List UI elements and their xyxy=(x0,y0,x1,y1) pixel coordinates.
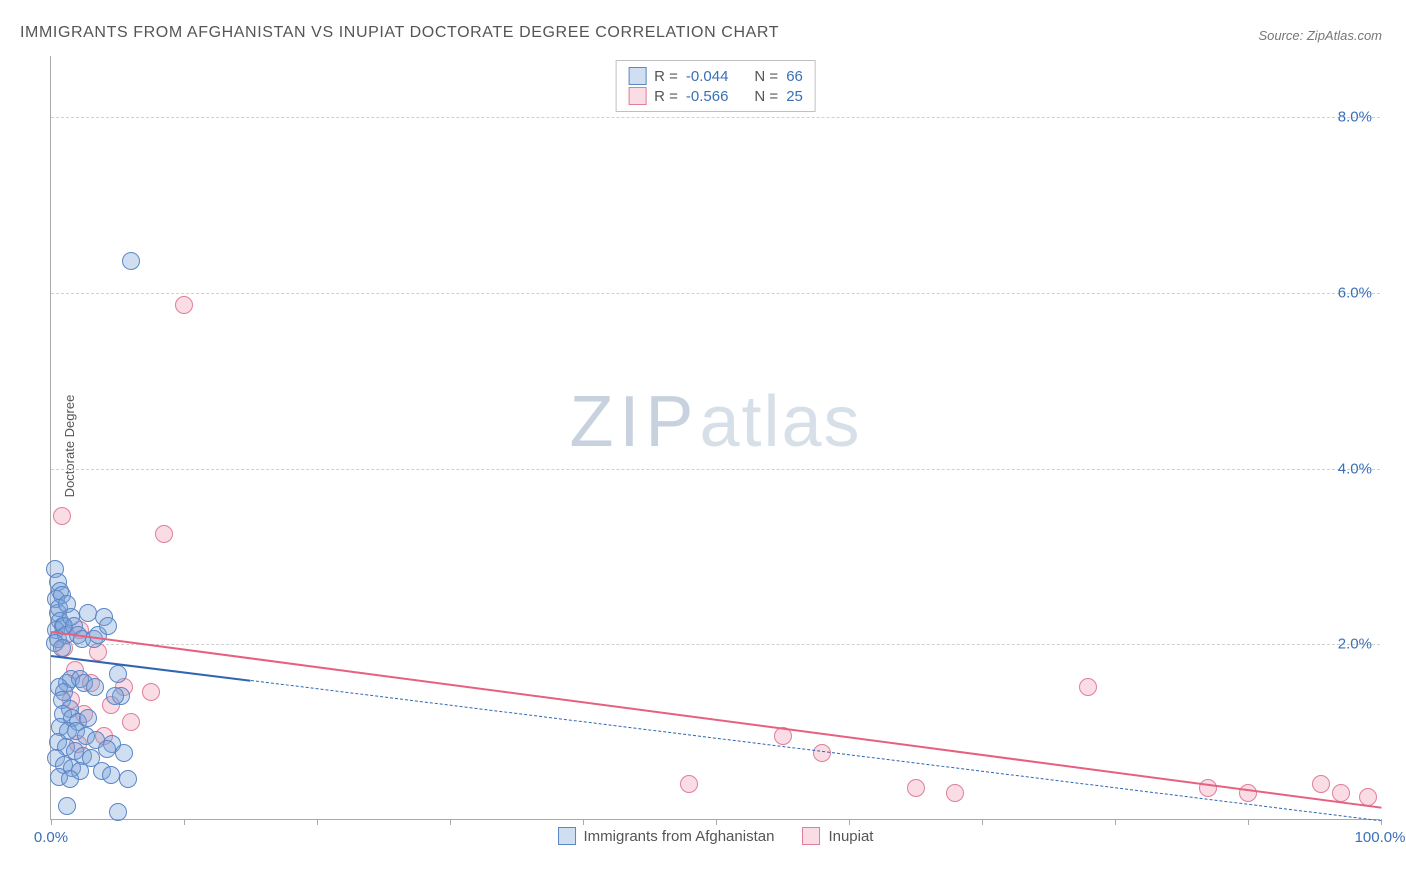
scatter-point xyxy=(115,744,133,762)
y-tick-label: 4.0% xyxy=(1338,460,1372,477)
r-value: -0.044 xyxy=(686,68,729,85)
scatter-point xyxy=(175,296,193,314)
correlation-legend: R = -0.044 N = 66 R = -0.566 N = 25 xyxy=(615,60,816,112)
gridline xyxy=(51,117,1380,118)
n-label: N = xyxy=(754,68,778,85)
legend-item-series1: Immigrants from Afghanistan xyxy=(558,827,775,845)
scatter-point xyxy=(109,803,127,821)
scatter-point xyxy=(155,525,173,543)
trend-line xyxy=(250,680,1381,821)
trend-line xyxy=(51,631,1381,809)
scatter-point xyxy=(122,713,140,731)
x-tick xyxy=(1115,819,1116,825)
scatter-point xyxy=(142,683,160,701)
scatter-point xyxy=(99,617,117,635)
r-value: -0.566 xyxy=(686,88,729,105)
n-value: 66 xyxy=(786,68,803,85)
scatter-point xyxy=(813,744,831,762)
scatter-point xyxy=(53,639,71,657)
x-tick xyxy=(1248,819,1249,825)
legend-label: Inupiat xyxy=(828,828,873,845)
y-tick-label: 8.0% xyxy=(1338,109,1372,126)
plot-area: ZIPatlas R = -0.044 N = 66 R = -0.566 N … xyxy=(50,56,1380,820)
x-tick xyxy=(450,819,451,825)
gridline xyxy=(51,644,1380,645)
swatch-icon xyxy=(628,87,646,105)
x-axis-max-label: 100.0% xyxy=(1355,829,1406,846)
scatter-point xyxy=(109,665,127,683)
y-tick-label: 2.0% xyxy=(1338,636,1372,653)
scatter-point xyxy=(58,797,76,815)
n-value: 25 xyxy=(786,88,803,105)
scatter-point xyxy=(1199,779,1217,797)
scatter-point xyxy=(907,779,925,797)
legend-item-series2: Inupiat xyxy=(802,827,873,845)
chart-title: IMMIGRANTS FROM AFGHANISTAN VS INUPIAT D… xyxy=(20,24,779,42)
x-tick xyxy=(716,819,717,825)
scatter-point xyxy=(106,687,124,705)
r-label: R = xyxy=(654,68,678,85)
y-tick-label: 6.0% xyxy=(1338,285,1372,302)
watermark-text: ZIPatlas xyxy=(569,381,861,463)
series-legend: Immigrants from Afghanistan Inupiat xyxy=(558,827,874,845)
scatter-point xyxy=(61,770,79,788)
scatter-point xyxy=(86,678,104,696)
r-label: R = xyxy=(654,88,678,105)
scatter-point xyxy=(122,252,140,270)
scatter-point xyxy=(98,740,116,758)
gridline xyxy=(51,293,1380,294)
swatch-icon xyxy=(558,827,576,845)
scatter-point xyxy=(119,770,137,788)
x-tick xyxy=(982,819,983,825)
x-axis-min-label: 0.0% xyxy=(34,829,68,846)
scatter-point xyxy=(946,784,964,802)
scatter-point xyxy=(680,775,698,793)
correlation-row-series2: R = -0.566 N = 25 xyxy=(628,87,803,105)
scatter-point xyxy=(1332,784,1350,802)
swatch-icon xyxy=(802,827,820,845)
legend-label: Immigrants from Afghanistan xyxy=(584,828,775,845)
gridline xyxy=(51,469,1380,470)
n-label: N = xyxy=(754,88,778,105)
source-attribution: Source: ZipAtlas.com xyxy=(1258,28,1382,43)
x-tick xyxy=(583,819,584,825)
scatter-point xyxy=(1312,775,1330,793)
x-tick xyxy=(849,819,850,825)
scatter-point xyxy=(102,766,120,784)
correlation-row-series1: R = -0.044 N = 66 xyxy=(628,67,803,85)
x-tick xyxy=(184,819,185,825)
scatter-point xyxy=(1079,678,1097,696)
swatch-icon xyxy=(628,67,646,85)
scatter-point xyxy=(1239,784,1257,802)
x-tick xyxy=(51,819,52,825)
scatter-point xyxy=(53,507,71,525)
x-tick xyxy=(317,819,318,825)
